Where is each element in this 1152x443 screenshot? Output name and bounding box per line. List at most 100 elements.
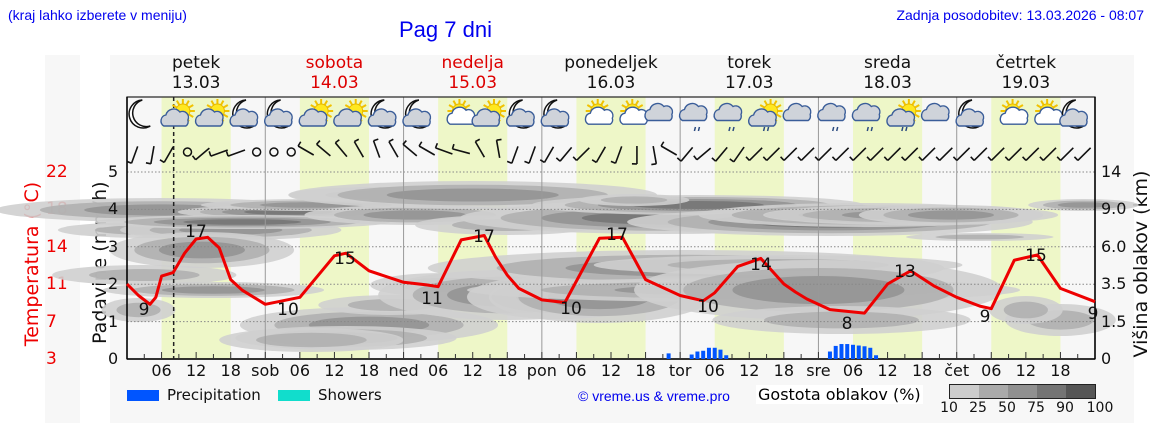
hour-tick: 18 — [635, 361, 656, 380]
density-swatch — [979, 385, 1008, 398]
hour-tick: 18 — [1050, 361, 1071, 380]
sun-cloud-rain-icon — [886, 99, 921, 132]
hour-tick: 12 — [877, 361, 898, 380]
moon-cloud-icon — [1059, 99, 1088, 129]
sun-cloud-icon — [160, 99, 195, 127]
hour-tick: 06 — [289, 361, 311, 380]
hour-tick: 18 — [497, 361, 518, 380]
temperature-value: 11 — [421, 289, 443, 309]
temperature-value: 10 — [277, 300, 299, 320]
density-swatch — [1037, 385, 1066, 398]
precip-tick: 1 — [108, 311, 119, 331]
density-tick: 90 — [1056, 400, 1074, 416]
sun-cloud-icon — [194, 99, 230, 127]
moon-cloud-icon — [540, 99, 570, 129]
hour-tick: 06 — [981, 361, 1002, 380]
day-abbr: ned — [388, 361, 419, 380]
density-swatch — [1008, 385, 1037, 398]
day-date: 14.03 — [310, 73, 359, 93]
temperature-value: 14 — [750, 255, 772, 275]
hour-tick: 06 — [704, 361, 725, 380]
temperature-tick: 3 — [46, 349, 57, 369]
hour-tick: 06 — [842, 361, 864, 380]
temperature-value: 10 — [560, 299, 582, 319]
day-date: 18.03 — [863, 73, 912, 93]
hour-tick: 12 — [739, 361, 760, 380]
cloud-height-tick: 6.0 — [1101, 236, 1127, 256]
cloud-height-tick: 9.0 — [1101, 199, 1127, 219]
hour-tick: 18 — [358, 361, 380, 380]
day-name: sreda — [863, 53, 912, 73]
temperature-value: 15 — [1025, 246, 1047, 266]
sun-cloud-icon — [471, 99, 506, 127]
location-hint: (kraj lahko izberete v meniju) — [8, 7, 187, 23]
temperature-value: 17 — [185, 222, 207, 242]
precip-tick: 3 — [108, 236, 119, 256]
cloud-icon — [644, 102, 674, 122]
day-date: 13.03 — [171, 73, 221, 93]
sun-cloud-rain-icon — [748, 99, 783, 132]
showers-swatch — [278, 390, 310, 401]
hour-tick: 06 — [427, 361, 449, 380]
page-title: Pag 7 dni — [399, 17, 492, 42]
day-abbr: pon — [526, 361, 557, 380]
precipitation-swatch — [127, 390, 159, 401]
temperature-value: 9 — [979, 307, 991, 327]
moon-cloud-icon — [955, 99, 985, 129]
moon-cloud-icon — [264, 99, 293, 129]
cloud-icon — [920, 102, 950, 122]
sun-small-cloud-icon — [1034, 99, 1063, 125]
hour-tick: 12 — [324, 361, 345, 380]
showers-legend-label: Showers — [318, 386, 382, 404]
sun-small-cloud-icon — [446, 99, 476, 125]
day-name: sobota — [305, 53, 364, 73]
sun-cloud-icon — [298, 99, 334, 127]
temperature-value: 10 — [697, 297, 719, 317]
day-name: nedelja — [441, 53, 504, 73]
cloud-rain-icon — [817, 102, 846, 132]
temperature-value: 9 — [1087, 304, 1099, 324]
day-name: četrtek — [995, 53, 1057, 73]
day-abbr: tor — [668, 361, 692, 380]
temperature-tick: 22 — [46, 162, 68, 182]
density-tick: 50 — [998, 400, 1016, 416]
cloud-density-label: Gostota oblakov (%) — [756, 385, 923, 404]
density-tick: 10 — [940, 400, 958, 416]
day-date: 19.03 — [1001, 73, 1051, 93]
moon-cloud-icon — [229, 99, 259, 129]
moon-cloud-icon — [402, 99, 432, 129]
temperature-value: 15 — [334, 249, 356, 269]
cloud-height-tick: 1.5 — [1101, 311, 1127, 331]
hour-tick: 12 — [1015, 361, 1037, 380]
sun-small-cloud-icon — [584, 99, 614, 125]
hour-tick: 18 — [220, 361, 241, 380]
last-update: Zadnja posodobitev: 13.03.2026 - 08:07 — [896, 7, 1144, 23]
cloud-height-tick: 3.5 — [1101, 274, 1127, 294]
precip-tick: 0 — [108, 349, 119, 368]
temperature-value: 13 — [894, 262, 916, 282]
copyright-link[interactable]: © vreme.us & vreme.pro — [578, 388, 730, 404]
temperature-value: 17 — [473, 227, 495, 247]
hour-tick: 12 — [185, 361, 207, 380]
precip-tick: 2 — [108, 274, 119, 294]
hour-tick: 18 — [773, 361, 795, 380]
cloud-height-tick: 14 — [1101, 162, 1122, 181]
day-abbr: sob — [251, 361, 280, 380]
day-abbr: sre — [806, 361, 831, 380]
temperature-value: 8 — [841, 314, 853, 334]
cloud-icon — [782, 102, 812, 122]
precipitation-legend-label: Precipitation — [167, 386, 261, 404]
day-name: ponedeljek — [564, 53, 658, 73]
day-abbr: čet — [944, 361, 970, 380]
density-swatch — [950, 385, 979, 398]
cloud-rain-icon — [851, 102, 881, 132]
day-date: 16.03 — [586, 73, 636, 93]
hour-tick: 12 — [462, 361, 483, 380]
cloud-density-scale — [949, 384, 1096, 399]
density-swatch — [1066, 385, 1095, 398]
precip-tick: 5 — [108, 162, 119, 181]
sun-small-cloud-icon — [999, 99, 1029, 125]
density-tick: 100 — [1086, 400, 1114, 416]
temperature-tick: 7 — [46, 311, 57, 332]
